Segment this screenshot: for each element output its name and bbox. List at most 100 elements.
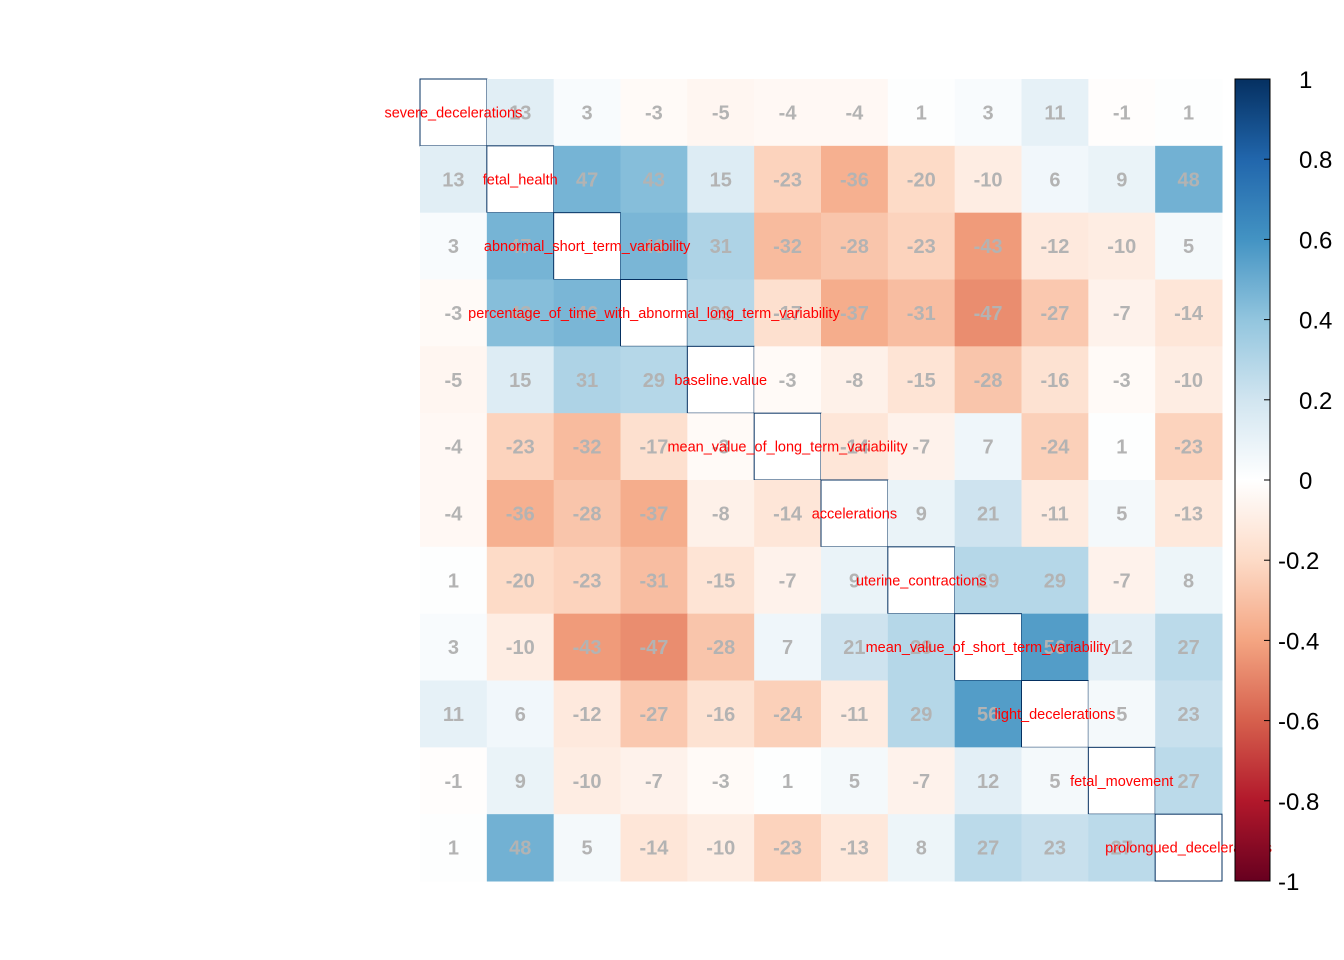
cell-value: 6 [515, 704, 526, 726]
heatmap-cell [687, 145, 755, 214]
colorbar-tick-label: 0.8 [1299, 147, 1332, 174]
heatmap-cell [754, 680, 822, 748]
heatmap-cell [954, 212, 1022, 280]
cell-value: 15 [710, 169, 732, 191]
cell-value: -14 [639, 838, 669, 860]
cell-value: 29 [977, 570, 999, 592]
cell-value: 21 [977, 503, 999, 525]
heatmap-cell [687, 546, 755, 615]
heatmap-cell [1088, 480, 1156, 548]
heatmap-cell [821, 613, 889, 681]
cell-value: 5 [582, 838, 593, 860]
heatmap-cell [1021, 212, 1089, 280]
cell-value: 3 [983, 102, 994, 124]
cell-value: -7 [1113, 570, 1131, 592]
heatmap-cell [954, 79, 1022, 147]
cell-value: -36 [506, 503, 535, 525]
heatmap-cell [754, 145, 822, 214]
heatmap-cell [1155, 747, 1223, 815]
heatmap-cell [821, 814, 889, 882]
cell-value: -47 [639, 637, 668, 659]
cell-value: 43 [643, 169, 665, 191]
heatmap-cell [954, 413, 1022, 481]
heatmap-cell [1021, 79, 1089, 147]
heatmap-cell [620, 346, 688, 414]
variable-label: mean_value_of_long_term_variability [667, 440, 908, 456]
heatmap-cell [754, 747, 822, 815]
cell-value: -15 [907, 370, 936, 392]
variable-label: accelerations [812, 506, 897, 522]
heatmap-cell [1155, 212, 1223, 280]
cell-value: -10 [1174, 370, 1203, 392]
heatmap-cell [887, 145, 956, 214]
variable-label: prolongued_decelerations [1105, 841, 1272, 857]
cell-value: -24 [1040, 437, 1070, 459]
heatmap-cell [754, 814, 822, 882]
heatmap-cell [1021, 145, 1089, 214]
cell-value: 13 [509, 102, 531, 124]
cell-value: -27 [1040, 303, 1069, 325]
heatmap-cell [420, 546, 488, 615]
heatmap-cell [1155, 413, 1223, 481]
heatmap-cell [1088, 680, 1156, 748]
heatmap-cell [420, 680, 488, 748]
heatmap-cell [620, 145, 688, 214]
colorbar-tick-label: -0.4 [1278, 628, 1319, 655]
heatmap-cell [687, 747, 755, 815]
cell-value: -28 [974, 370, 1003, 392]
cell-value: -4 [846, 102, 865, 124]
cell-value: -20 [907, 169, 936, 191]
cell-value: -10 [506, 637, 535, 659]
heatmap-cell [486, 680, 555, 748]
cell-value: 56 [977, 704, 999, 726]
heatmap-cell [1088, 814, 1156, 882]
variable-label: uterine_contractions [856, 573, 987, 589]
heatmap-cell [1155, 79, 1223, 147]
cell-value: 29 [643, 370, 665, 392]
cell-value: 7 [782, 637, 793, 659]
heatmap-cell [887, 346, 956, 414]
cell-value: -23 [773, 169, 802, 191]
cell-value: 11 [443, 704, 464, 726]
colorbar-tick-label: 0.4 [1299, 308, 1332, 335]
cell-value: -12 [1040, 236, 1069, 258]
cell-value: 13 [442, 169, 464, 191]
heatmap-cell [1088, 79, 1156, 147]
cell-value: -4 [779, 102, 798, 124]
cell-value: -3 [445, 303, 463, 325]
variable-label: baseline.value [674, 373, 767, 389]
heatmap-cell [1021, 546, 1089, 615]
cell-value: -4 [445, 437, 464, 459]
heatmap-cell [420, 346, 488, 414]
heatmap-cell [821, 145, 889, 214]
diagonal-cell [486, 145, 555, 214]
cell-value: 23 [1177, 704, 1199, 726]
cell-value: 29 [910, 704, 932, 726]
heatmap-cell [620, 480, 688, 548]
heatmap-cell [754, 613, 822, 681]
cell-value: -3 [645, 102, 663, 124]
cell-value: -15 [706, 570, 735, 592]
cell-value: -4 [445, 503, 464, 525]
heatmap-cell [553, 413, 621, 481]
cell-value: -28 [573, 503, 602, 525]
heatmap-cell [1021, 279, 1089, 347]
heatmap-cell [954, 145, 1022, 214]
cell-value: 46 [576, 303, 598, 325]
heatmap-cell [1155, 546, 1223, 615]
cell-value: -28 [706, 637, 735, 659]
colorbar-tick-label: -1 [1278, 869, 1299, 896]
cell-value: -17 [639, 437, 668, 459]
cell-value: 12 [1111, 637, 1133, 659]
heatmap-cell [553, 613, 621, 681]
heatmap-cell [821, 346, 889, 414]
heatmap-cell [486, 279, 555, 347]
heatmap-cell [754, 79, 822, 147]
heatmap-cell [553, 79, 621, 147]
cell-value: -1 [1113, 102, 1131, 124]
heatmap-cell [553, 279, 621, 347]
cell-value: 27 [1177, 771, 1199, 793]
heatmap-cell [420, 613, 488, 681]
cell-value: 9 [515, 771, 526, 793]
colorbar: 1 0.8 0.6 0.4 0.2 0 -0.2 -0.4 -0.6 -0.8 -1 [1234, 67, 1332, 896]
